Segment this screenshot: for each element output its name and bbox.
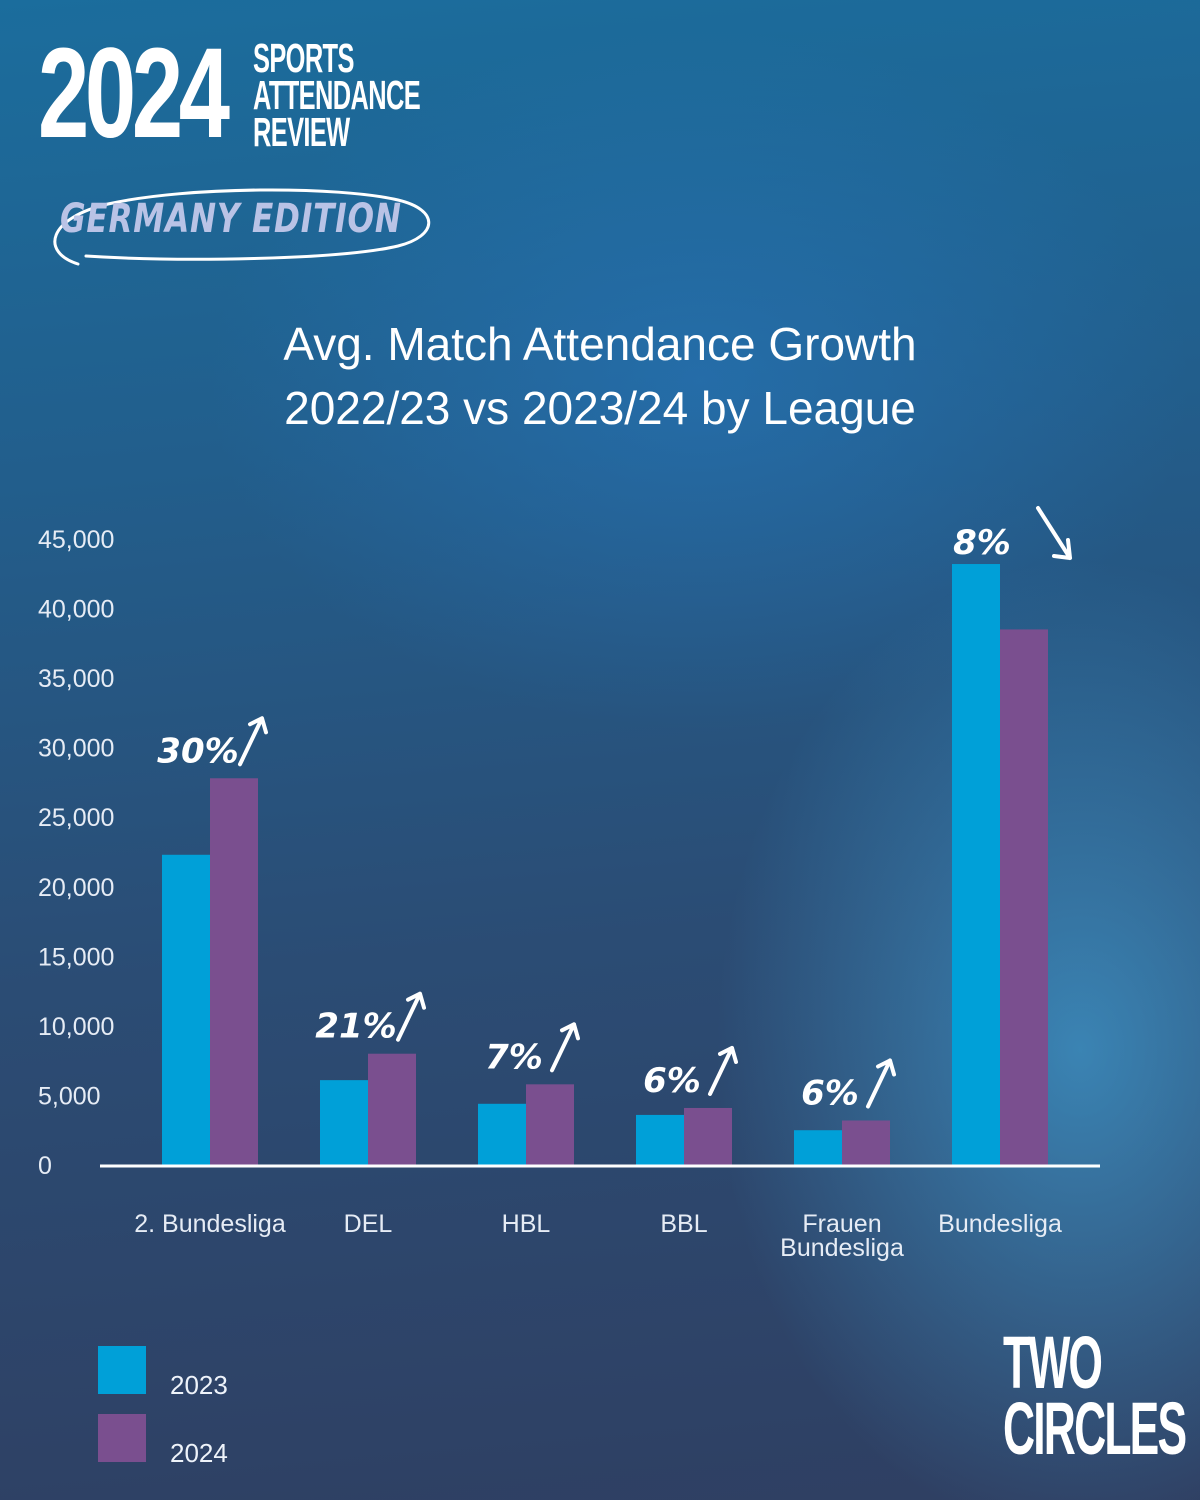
- report-year: 2024: [38, 22, 230, 165]
- y-tick-label: 20,000: [38, 874, 114, 902]
- legend-label: 2023: [170, 1370, 228, 1400]
- two-circles-logo: TWO CIRCLES: [1003, 1321, 1187, 1466]
- growth-annotation: 6%: [643, 1061, 701, 1101]
- y-tick-label: 5,000: [38, 1082, 101, 1110]
- y-tick-label: 25,000: [38, 804, 114, 832]
- legend-item-2024: 2024: [98, 1414, 298, 1468]
- growth-annotation: 30%: [157, 731, 238, 771]
- y-tick-label: 40,000: [38, 596, 114, 624]
- growth-annotation: 7%: [485, 1037, 543, 1077]
- logo-line: CIRCLES: [1003, 1387, 1187, 1470]
- legend-label: 2024: [170, 1438, 228, 1468]
- subtitle-line: ATTENDANCE: [253, 72, 421, 118]
- report-subtitle: SPORTS ATTENDANCE REVIEW: [253, 35, 421, 155]
- bar-2024: [684, 1107, 732, 1165]
- y-tick-label: 35,000: [38, 665, 114, 693]
- bar-2024: [1000, 629, 1048, 1165]
- y-tick-label: 10,000: [38, 1013, 114, 1041]
- x-tick-label: Bundesliga: [780, 1234, 904, 1262]
- bar-2024: [210, 778, 258, 1165]
- edition-label: GERMANY EDITION: [60, 196, 402, 242]
- legend-swatch-2024: [98, 1414, 146, 1462]
- legend-swatch-2023: [98, 1346, 146, 1394]
- bar-2023: [320, 1080, 368, 1165]
- arrow-up-icon: [708, 1045, 738, 1096]
- edition-badge: GERMANY EDITION: [38, 178, 438, 274]
- bar-2024: [368, 1053, 416, 1165]
- arrow-up-icon: [550, 1022, 580, 1073]
- bar-2024: [526, 1084, 574, 1165]
- arrow-up-icon: [866, 1058, 896, 1109]
- logo-line: TWO: [1003, 1321, 1103, 1404]
- chart-title-line: Avg. Match Attendance Growth: [283, 318, 917, 370]
- edition-oval-icon: [53, 188, 431, 266]
- growth-annotation: 8%: [953, 523, 1011, 563]
- legend-item-2023: 2023: [98, 1346, 298, 1400]
- bar-2023: [952, 564, 1000, 1165]
- y-tick-label: 45,000: [38, 526, 114, 554]
- subtitle-line: REVIEW: [253, 109, 350, 155]
- x-tick-label: BBL: [660, 1210, 707, 1238]
- x-tick-label: HBL: [502, 1210, 551, 1238]
- chart-title-line: 2022/23 vs 2023/24 by League: [284, 382, 916, 434]
- y-tick-label: 0: [38, 1152, 52, 1180]
- bar-2023: [478, 1103, 526, 1165]
- arrow-down-icon: [1036, 506, 1072, 560]
- bar-2023: [794, 1130, 842, 1165]
- growth-annotation: 21%: [315, 1007, 396, 1047]
- bar-2023: [162, 854, 210, 1165]
- bar-2023: [636, 1114, 684, 1165]
- y-tick-label: 30,000: [38, 735, 114, 763]
- x-tick-label: Frauen: [802, 1210, 881, 1238]
- x-tick-label: DEL: [344, 1210, 393, 1238]
- x-tick-label: Bundesliga: [938, 1210, 1062, 1238]
- growth-annotation: 6%: [801, 1073, 859, 1113]
- bar-chart: 0 5,000 10,000 15,000 20,000 25,000 30,000 35,0…: [38, 506, 1072, 1262]
- y-tick-label: 15,000: [38, 943, 114, 971]
- x-tick-label: 2. Bundesliga: [134, 1210, 286, 1238]
- subtitle-line: SPORTS: [253, 35, 354, 81]
- chart-title: Avg. Match Attendance Growth 2022/23 vs …: [0, 312, 1200, 440]
- arrow-up-icon: [396, 991, 426, 1042]
- bar-2024: [842, 1120, 890, 1165]
- arrow-up-icon: [238, 716, 268, 767]
